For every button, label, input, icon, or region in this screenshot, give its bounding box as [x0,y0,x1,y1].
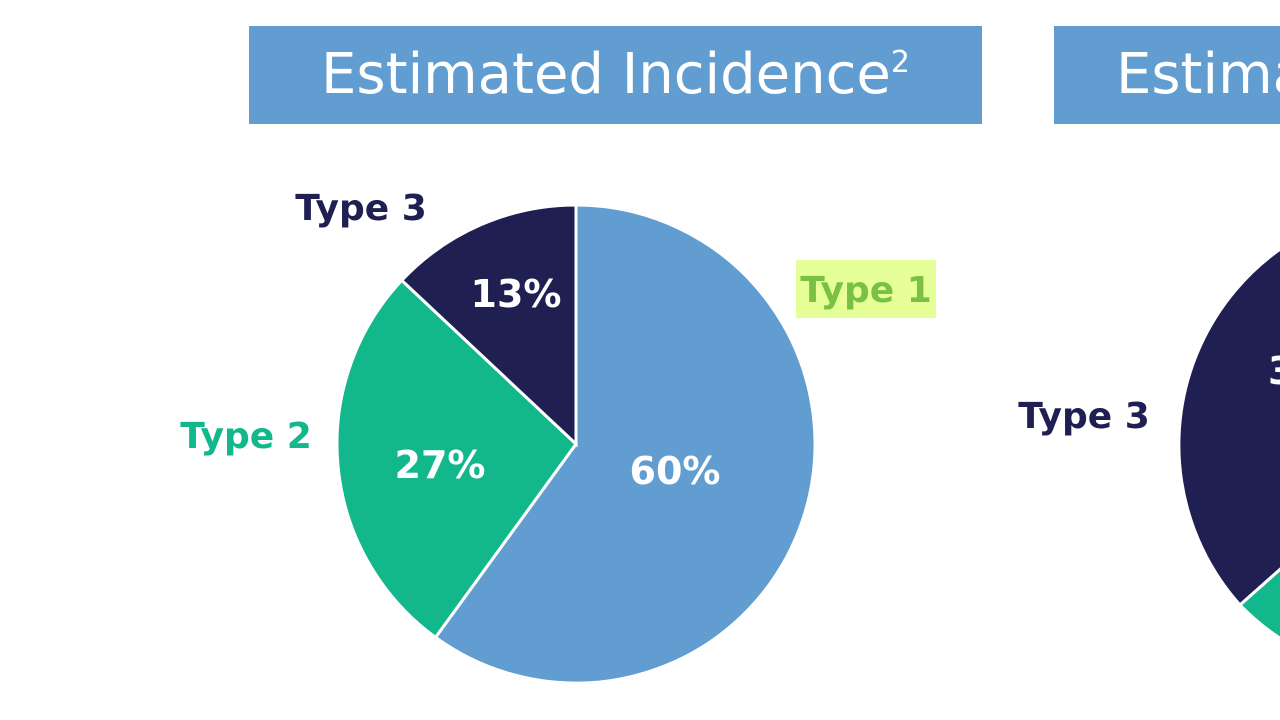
type1-label-highlight [796,260,936,318]
legend-label-type1: Type 1 [800,270,932,311]
data-label-13: 13% [471,272,562,316]
pie-slice-type2 [335,278,578,640]
legend-label-type3: Type 3 [295,188,427,229]
pie-slice-type1 [433,203,817,685]
pie2-slice-type2 [1237,567,1280,640]
chart-title-superscript: 2 [890,45,910,80]
chart-title-second-text: Estima [1116,42,1280,107]
data-label-60: 60% [630,449,721,493]
pie2-value-fragment: 3 [1268,349,1280,393]
chart-title-second: Estima [1054,26,1280,124]
pie-slice-type3 [399,203,578,448]
pie2-legend-label-type3: Type 3 [1018,396,1150,437]
data-label-27: 27% [395,443,486,487]
chart-title-text: Estimated Incidence [321,42,891,107]
chart-title-incidence: Estimated Incidence2 [249,26,982,124]
pie2-slice-type3 [1177,247,1280,608]
legend-label-type2: Type 2 [180,416,312,457]
pie-incidence [335,203,817,685]
pie-second-partial [1177,247,1280,640]
